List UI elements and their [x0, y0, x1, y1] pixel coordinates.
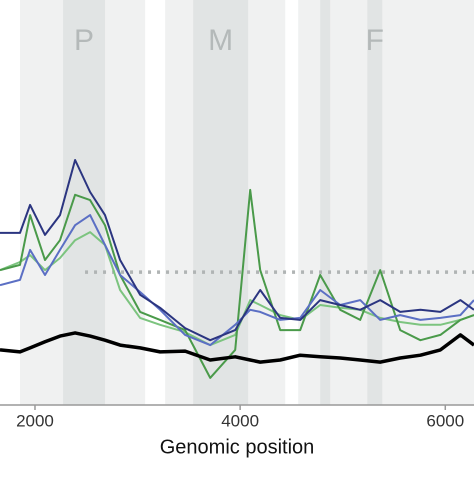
series-line — [0, 188, 474, 379]
x-tick-label: 2000 — [16, 411, 54, 430]
region-highlight — [320, 0, 331, 405]
x-axis-label: Genomic position — [160, 436, 315, 458]
x-tick-label: 6000 — [426, 411, 464, 430]
region-label: M — [208, 24, 233, 57]
series-line — [0, 331, 474, 364]
region-highlight — [367, 0, 383, 405]
series-line — [0, 231, 474, 347]
x-tick-label: 4000 — [221, 411, 259, 430]
region-label: F — [366, 24, 384, 57]
region-highlight — [193, 0, 249, 405]
region-highlight — [63, 0, 106, 405]
series-line — [0, 159, 474, 342]
region-label: P — [74, 24, 94, 57]
series-line — [0, 214, 474, 347]
